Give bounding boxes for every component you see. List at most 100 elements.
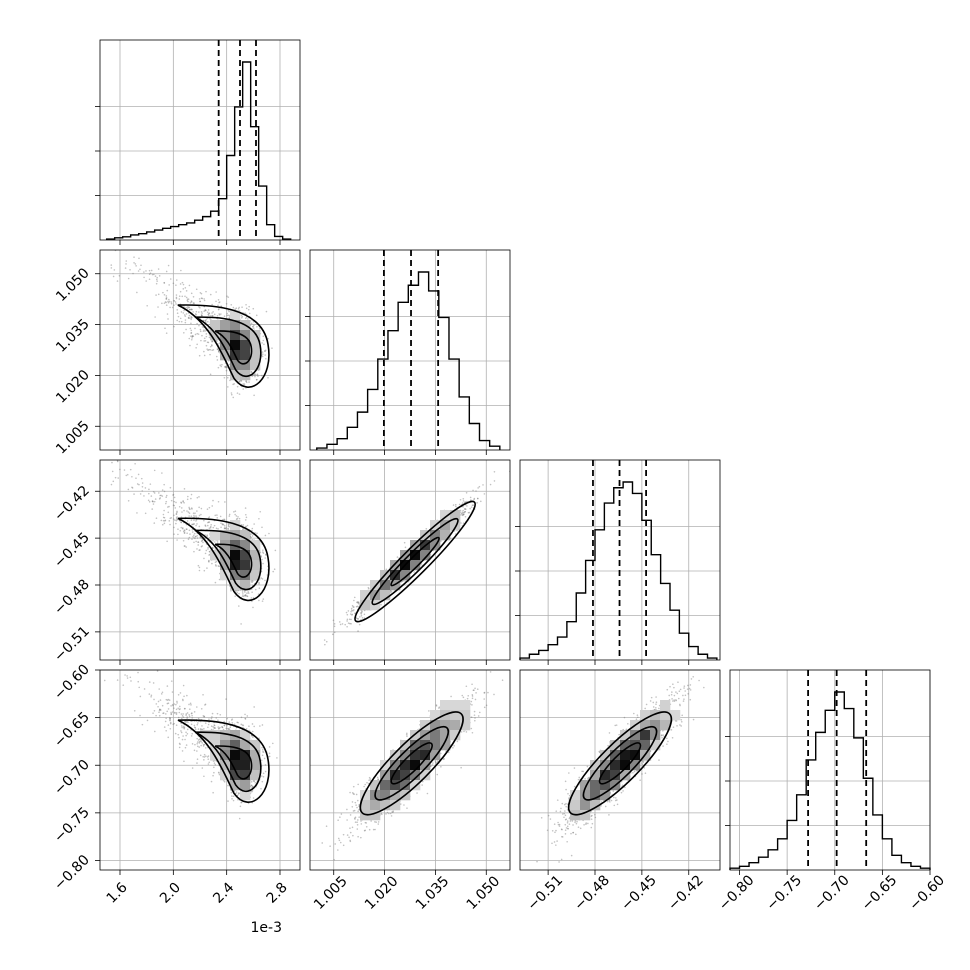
sample-point <box>140 477 143 480</box>
sample-point <box>206 348 208 350</box>
density-cell <box>250 350 261 361</box>
sample-point <box>247 592 250 594</box>
sample-point <box>208 312 211 315</box>
sample-point <box>165 301 167 304</box>
sample-point <box>218 565 220 568</box>
sample-point <box>184 545 186 547</box>
sample-point <box>242 524 245 526</box>
sample-point <box>191 316 193 319</box>
sample-point <box>216 540 219 542</box>
sample-point <box>215 527 218 530</box>
sample-point <box>197 333 200 335</box>
sample-point <box>148 500 151 503</box>
sample-point <box>152 682 155 684</box>
sample-point <box>246 592 248 594</box>
sample-point <box>155 294 157 296</box>
sample-point <box>188 522 191 525</box>
density-cell <box>230 570 241 581</box>
sample-point <box>258 599 260 602</box>
sample-point <box>216 359 219 361</box>
sample-point <box>201 539 203 542</box>
sample-point <box>262 549 264 551</box>
sample-point <box>268 532 270 535</box>
sample-point <box>245 516 248 519</box>
sample-point <box>250 536 252 539</box>
sample-point <box>235 590 237 592</box>
sample-point <box>208 550 211 553</box>
sample-point <box>164 520 166 522</box>
sample-point <box>235 307 238 310</box>
sample-point <box>201 314 203 317</box>
sample-point <box>184 319 187 321</box>
sample-point <box>264 349 267 352</box>
sample-point <box>200 297 203 300</box>
sample-point <box>127 277 130 280</box>
sample-point <box>190 301 193 303</box>
sample-point <box>161 302 163 305</box>
sample-point <box>244 513 247 516</box>
sample-point <box>193 514 195 517</box>
sample-point <box>167 318 169 320</box>
sample-point <box>261 526 263 529</box>
sample-point <box>180 311 183 313</box>
sample-point <box>195 515 197 517</box>
sample-point <box>157 705 159 708</box>
sample-point <box>122 457 124 459</box>
sample-point <box>148 492 150 495</box>
sample-point <box>165 270 168 273</box>
sample-point <box>186 694 188 697</box>
sample-point <box>157 306 159 308</box>
density-cell <box>240 550 251 561</box>
sample-point <box>250 581 253 583</box>
sample-point <box>227 309 230 312</box>
sample-point <box>169 523 171 526</box>
sample-point <box>189 308 191 311</box>
sample-point <box>182 735 184 737</box>
sample-point <box>211 314 214 317</box>
sample-point <box>207 341 210 344</box>
sample-point <box>256 373 259 376</box>
sample-point <box>230 589 232 592</box>
sample-point <box>176 312 179 315</box>
sample-point <box>190 317 192 319</box>
sample-point <box>246 595 248 597</box>
sample-point <box>218 548 221 550</box>
sample-point <box>228 524 230 526</box>
sample-point <box>160 519 163 522</box>
sample-point <box>204 525 207 527</box>
sample-point <box>211 547 214 549</box>
sample-point <box>188 529 191 532</box>
sample-point <box>166 710 169 713</box>
sample-point <box>192 536 194 538</box>
sample-point <box>191 308 193 311</box>
sample-point <box>162 291 164 294</box>
sample-point <box>193 302 195 304</box>
sample-point <box>200 513 202 516</box>
sample-point <box>212 726 214 728</box>
sample-point <box>261 355 264 358</box>
sample-point <box>252 374 254 377</box>
sample-point <box>164 301 167 303</box>
sample-point <box>217 350 220 353</box>
sample-point <box>151 500 154 502</box>
sample-point <box>169 727 172 730</box>
sample-point <box>165 297 168 300</box>
sample-point <box>173 304 175 306</box>
sample-point <box>153 273 155 276</box>
sample-point <box>201 312 203 314</box>
density-cell <box>230 370 241 381</box>
contour-line <box>177 304 270 388</box>
sample-point <box>193 550 195 553</box>
sample-point <box>245 380 247 382</box>
sample-point <box>146 304 148 307</box>
sample-point <box>198 298 201 300</box>
density-cell <box>230 330 241 341</box>
sample-point <box>211 505 214 507</box>
sample-point <box>209 373 212 376</box>
sample-point <box>228 523 230 525</box>
sample-point <box>230 303 233 306</box>
sample-point <box>197 541 199 543</box>
sample-point <box>187 316 190 319</box>
sample-point <box>176 539 178 541</box>
sample-point <box>199 754 202 757</box>
